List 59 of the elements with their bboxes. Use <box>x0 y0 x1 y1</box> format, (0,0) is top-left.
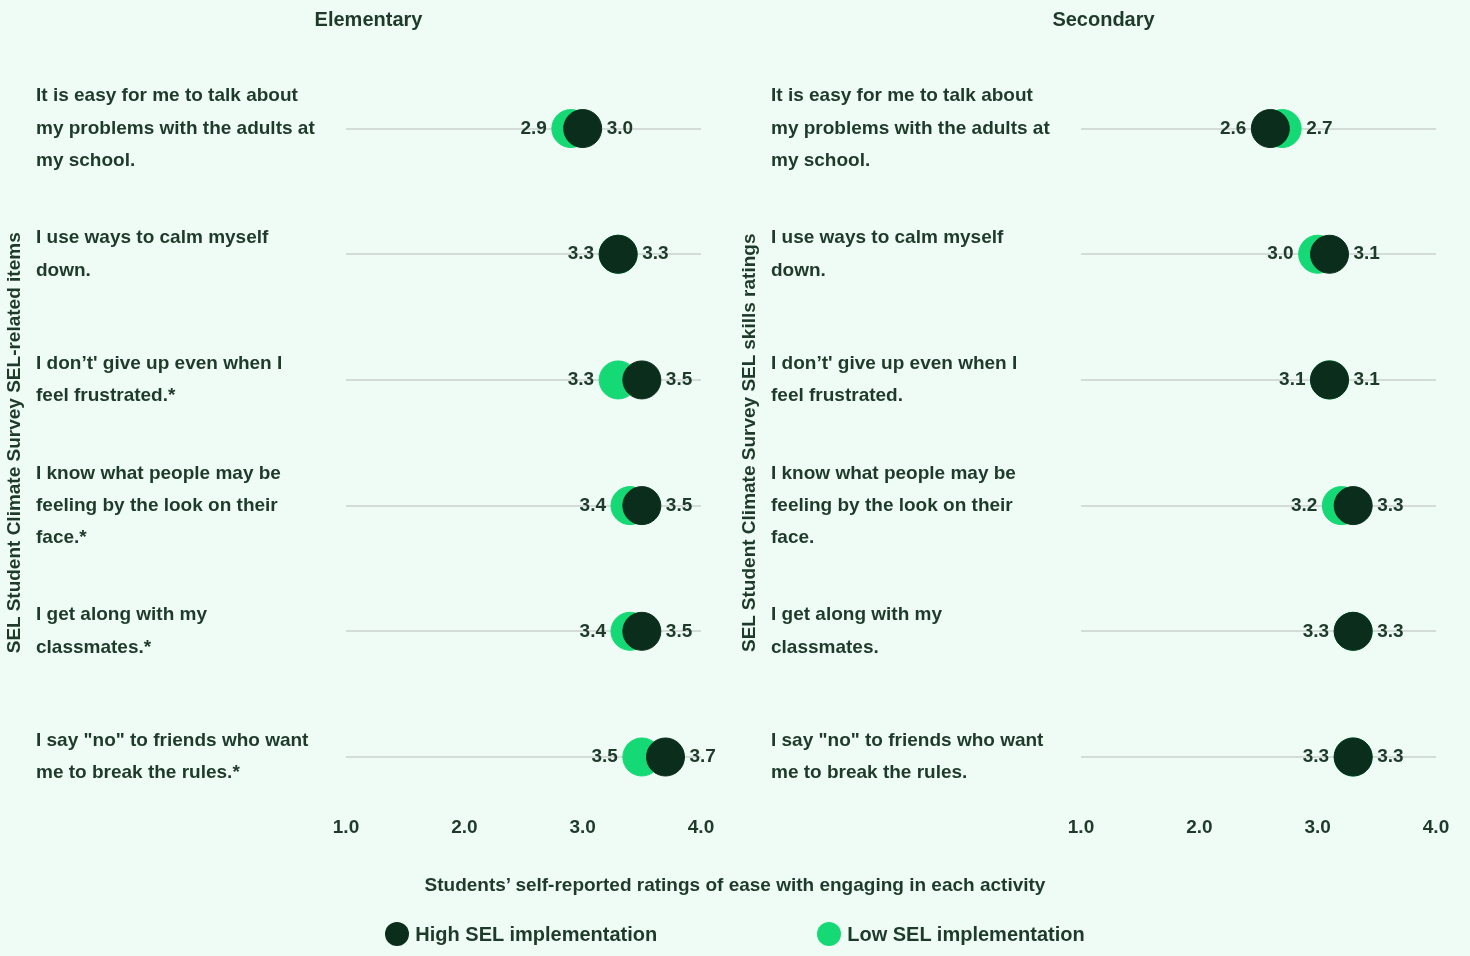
data-label: 3.4 <box>579 619 607 641</box>
chart-title: Elementary <box>314 7 424 30</box>
data-label: 3.0 <box>606 116 634 138</box>
data-label: 3.3 <box>567 368 595 390</box>
data-label: 3.3 <box>1377 619 1404 641</box>
data-label: 3.3 <box>567 242 595 264</box>
data-label: 3.2 <box>1290 493 1318 515</box>
y-axis-title: SEL Student Climate Survey SEL-related items <box>3 232 25 654</box>
data-label: 3.3 <box>642 242 669 264</box>
y-tick-label: I use ways to calm myself down. <box>771 226 1005 280</box>
point <box>1333 486 1373 526</box>
y-tick-label: I say "no" to friends who want me to break the rules. <box>771 729 1045 783</box>
data-label: 2.7 <box>1306 116 1333 138</box>
data-label: 3.3 <box>1377 745 1404 767</box>
data-label: 3.5 <box>665 619 693 641</box>
data-label: 3.3 <box>1302 619 1330 641</box>
data-label: 3.1 <box>1353 368 1381 390</box>
x-tick-label: 4.0 <box>687 816 715 838</box>
y-axis-title: SEL Student Climate Survey SEL skills ratings <box>738 233 760 653</box>
data-label: 3.1 <box>1279 368 1306 390</box>
data-label: 3.5 <box>591 745 619 767</box>
data-label: 3.1 <box>1353 242 1381 264</box>
x-tick-label: 1.0 <box>332 816 360 838</box>
y-tick-label: I say "no" to friends who want me to break the rules.* <box>36 729 310 783</box>
point <box>1310 234 1349 274</box>
legend-label: Low SEL implementation <box>847 922 1085 946</box>
y-tick-label: I get along with my classmates. <box>771 603 943 657</box>
data-label: 3.5 <box>665 493 693 515</box>
x-tick-label: 2.0 <box>1186 816 1213 838</box>
y-tick-label: I know what people may be feeling by the look on their face. <box>771 461 1016 548</box>
x-tick-label: 4.0 <box>1422 816 1450 838</box>
data-label: 3.3 <box>1302 745 1330 767</box>
y-tick-label: I use ways to calm myself down. <box>36 226 270 280</box>
data-label: 3.4 <box>579 493 607 515</box>
point <box>1250 109 1290 149</box>
y-tick-label: I don’t' give up even when I feel frustrated. <box>771 352 1018 406</box>
x-tick-label: 3.0 <box>569 816 596 838</box>
data-label: 3.5 <box>665 368 693 390</box>
y-tick-label: I get along with my classmates.* <box>36 603 208 657</box>
y-tick-label: I don’t' give up even when I feel frustrated.* <box>36 352 283 406</box>
point <box>646 737 685 777</box>
y-tick-label: It is easy for me to talk about my problems with the adults at my school. <box>36 84 316 171</box>
point <box>622 611 662 651</box>
x-tick-label: 1.0 <box>1067 816 1095 838</box>
y-tick-label: I know what people may be feeling by the look on their face.* <box>36 461 281 548</box>
data-label: 2.6 <box>1219 116 1247 138</box>
data-label: 3.3 <box>1377 493 1404 515</box>
y-tick-label: It is easy for me to talk about my problems with the adults at my school. <box>771 84 1051 171</box>
chart-title: Secondary <box>1052 7 1156 30</box>
point <box>622 360 662 400</box>
data-label: 3.7 <box>689 745 716 767</box>
legend-label: High SEL implementation <box>415 922 658 946</box>
x-tick-label: 3.0 <box>1304 816 1331 838</box>
point <box>563 109 603 149</box>
x-axis-title: Students’ self-reported ratings of ease with engaging in each activity <box>423 874 1047 896</box>
data-label: 3.0 <box>1267 242 1294 264</box>
data-label: 2.9 <box>520 116 547 138</box>
point <box>622 486 662 526</box>
x-tick-label: 2.0 <box>451 816 478 838</box>
